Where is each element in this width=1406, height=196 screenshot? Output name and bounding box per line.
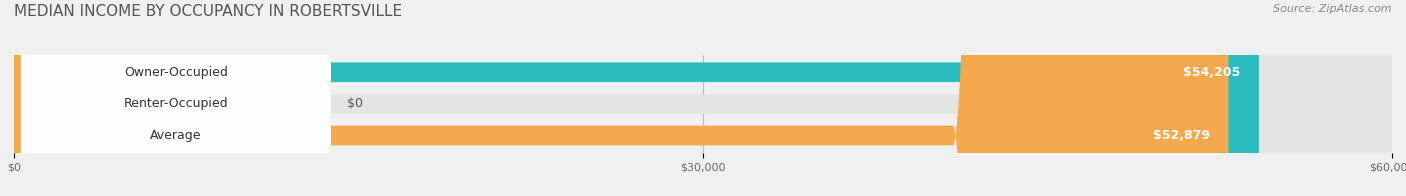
FancyBboxPatch shape [14,0,1392,196]
FancyBboxPatch shape [14,0,1392,196]
Text: Source: ZipAtlas.com: Source: ZipAtlas.com [1274,4,1392,14]
Text: $52,879: $52,879 [1153,129,1211,142]
Text: Renter-Occupied: Renter-Occupied [124,97,228,110]
FancyBboxPatch shape [21,0,330,196]
Text: $54,205: $54,205 [1184,66,1240,79]
FancyBboxPatch shape [21,0,330,196]
Text: Average: Average [150,129,201,142]
Text: $0: $0 [347,97,363,110]
Text: Owner-Occupied: Owner-Occupied [124,66,228,79]
FancyBboxPatch shape [14,0,1258,196]
Text: MEDIAN INCOME BY OCCUPANCY IN ROBERTSVILLE: MEDIAN INCOME BY OCCUPANCY IN ROBERTSVIL… [14,4,402,19]
FancyBboxPatch shape [21,0,330,196]
FancyBboxPatch shape [14,0,1229,196]
FancyBboxPatch shape [14,0,1392,196]
